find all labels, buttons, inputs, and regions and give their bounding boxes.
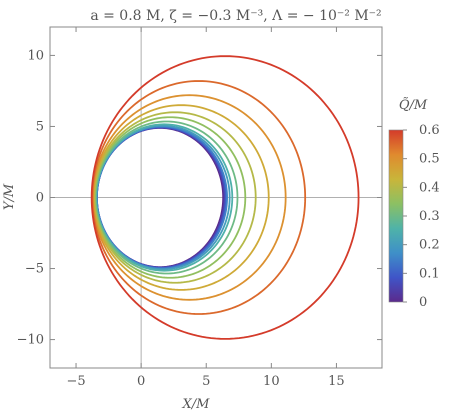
x-tick-label: −5	[66, 374, 85, 389]
colorbar-tick-label: 0.5	[419, 152, 440, 167]
x-tick-label: 5	[202, 374, 210, 389]
colorbar-tick-label: 0.4	[419, 180, 440, 195]
shadow-curve	[90, 55, 360, 340]
x-tick-label: 0	[137, 374, 145, 389]
chart-title: a = 0.8 M, ζ = −0.3 M⁻³, Λ = − 10⁻² M⁻²	[90, 8, 381, 24]
colorbar-tick-label: 0	[419, 295, 427, 310]
y-axis-label: Y/M	[2, 183, 17, 210]
x-tick-label: 10	[263, 374, 280, 389]
y-tick-label: 0	[36, 191, 44, 206]
colorbar-tick-label: 0.2	[419, 238, 440, 253]
x-tick-label: 15	[328, 374, 345, 389]
y-tick-label: −5	[25, 262, 44, 277]
colorbar	[388, 129, 404, 303]
colorbar-title: Q̃/M	[399, 97, 428, 113]
y-tick-label: 5	[36, 119, 44, 134]
colorbar-tick-label: 0.3	[419, 209, 440, 224]
axis-ticks	[50, 27, 382, 368]
y-tick-label: −10	[17, 333, 44, 348]
shadow-curves	[90, 55, 360, 340]
colorbar-tick-label: 0.6	[419, 123, 440, 138]
y-tick-label: 10	[27, 48, 44, 63]
colorbar-ticks: 0 0.1 0.2 0.3 0.4 0.5 0.6	[403, 123, 440, 310]
axis-tick-labels: −5 0 5 10 15 −10 −5 0 5 10	[17, 48, 345, 389]
x-axis-label: X/M	[182, 397, 211, 412]
colorbar-tick-label: 0.1	[419, 266, 440, 281]
